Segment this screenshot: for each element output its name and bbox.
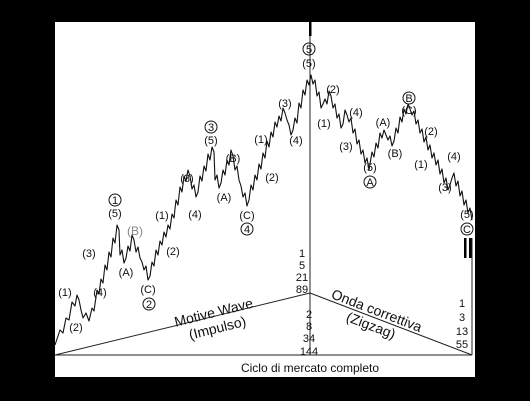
fib-count-motive-lower-4: 144 <box>300 346 318 358</box>
wave-label-minor-2-corr2: (2) <box>424 126 437 138</box>
wave-label-circle-5: 5 <box>306 44 312 56</box>
corrective-tick-mark-1 <box>464 238 467 258</box>
motive-baseline <box>54 292 311 356</box>
wave-label-minor-b-corr: (B) <box>388 148 403 160</box>
wave-label-circle-2: 2 <box>146 299 152 311</box>
diagram-caption: Ciclo di mercato completo <box>241 361 379 375</box>
wave-label-minor-3-second: (3) <box>180 173 193 185</box>
fib-count-motive-upper-3: 21 <box>296 272 308 284</box>
wave-label-minor-4: (4) <box>93 287 106 299</box>
wave-marker-circle-b <box>402 91 416 105</box>
wave-label-minor-1-corr2: (1) <box>414 159 427 171</box>
fib-count-motive-lower-3: 34 <box>303 333 315 345</box>
fib-count-corrective-3: 13 <box>456 326 468 338</box>
wave-label-minor-a-corr: (A) <box>376 117 391 129</box>
wave-label-b-gray: (B) <box>127 224 143 238</box>
wave-label-minor-1-third: (1) <box>254 134 267 146</box>
wave-label-minor-5-peak: (5) <box>302 58 315 70</box>
wave-label-minor-1: (1) <box>58 287 71 299</box>
wave-marker-circle-c <box>460 222 474 236</box>
diagram-panel <box>55 22 475 377</box>
wave-label-minor-c-second: (C) <box>239 210 254 222</box>
wave-label-circle-a: A <box>366 177 374 189</box>
wave-label-minor-5-first: (5) <box>108 208 121 220</box>
wave-label-minor-c-corr: (C) <box>401 105 416 117</box>
wave-label-minor-5-second: (5) <box>204 135 217 147</box>
wave-label-minor-5-corr: (5) <box>363 162 376 174</box>
fib-count-motive-upper-2: 5 <box>299 260 305 272</box>
wave-label-minor-c-first: (C) <box>140 284 155 296</box>
wave-labels: (1) (2) (3) (4) 1 (5) (B) (A) (C) 2 (1) … <box>58 42 474 334</box>
wave-marker-circle-2 <box>142 297 156 311</box>
wave-label-minor-5-end: (5) <box>460 209 473 221</box>
wave-marker-circle-1 <box>108 193 122 207</box>
wave-label-minor-4-second: (4) <box>188 209 201 221</box>
corrective-baseline <box>309 292 473 356</box>
wave-label-minor-2-corr: (2) <box>326 84 339 96</box>
wave-marker-circle-a <box>363 175 377 189</box>
top-tick-mark <box>309 22 312 36</box>
wave-label-circle-c: C <box>463 224 471 236</box>
corrective-count: 1 3 13 55 <box>456 298 468 351</box>
wave-label-minor-4-corr: (4) <box>349 107 362 119</box>
wave-label-minor-3-corr: (3) <box>339 141 352 153</box>
wave-label-minor-a-first: (A) <box>119 267 134 279</box>
wave-label-minor-3-third: (3) <box>278 98 291 110</box>
wave-marker-circle-3 <box>204 120 218 134</box>
fib-count-corrective-4: 55 <box>456 339 468 351</box>
wave-marker-circle-4 <box>240 222 254 236</box>
fib-count-corrective-1: 1 <box>459 298 465 310</box>
wave-label-circle-b: B <box>405 93 412 105</box>
wave-marker-circle-5 <box>302 42 316 56</box>
motive-count-lower: 2 8 34 144 <box>300 309 318 358</box>
wave-label-minor-3-corr2: (3) <box>438 182 451 194</box>
wave-label-minor-4-third: (4) <box>289 135 302 147</box>
wave-label-circle-4: 4 <box>244 224 250 236</box>
wave-label-minor-1-corr: (1) <box>317 118 330 130</box>
fib-count-motive-lower-2: 8 <box>306 321 312 333</box>
wave-label-circle-3: 3 <box>208 122 214 134</box>
fib-count-motive-lower-1: 2 <box>306 309 312 321</box>
motive-count-upper: 1 5 21 89 <box>296 248 308 296</box>
corrective-tick-mark-2 <box>469 238 472 258</box>
wave-label-minor-a-second: (A) <box>217 192 232 204</box>
wave-label-minor-2: (2) <box>69 322 82 334</box>
wave-label-minor-2-second: (2) <box>166 246 179 258</box>
fib-count-corrective-2: 3 <box>459 312 465 324</box>
price-wave-line <box>54 74 473 346</box>
fib-count-motive-upper-4: 89 <box>296 284 308 296</box>
wave-label-minor-2-third: (2) <box>265 172 278 184</box>
wave-label-minor-1-second: (1) <box>155 210 168 222</box>
wave-label-circle-1: 1 <box>112 195 118 207</box>
wave-label-minor-b-second: (B) <box>226 153 241 165</box>
wave-label-minor-3: (3) <box>82 248 95 260</box>
wave-label-minor-4-corr2: (4) <box>447 151 460 163</box>
fib-count-motive-upper-1: 1 <box>299 248 305 260</box>
